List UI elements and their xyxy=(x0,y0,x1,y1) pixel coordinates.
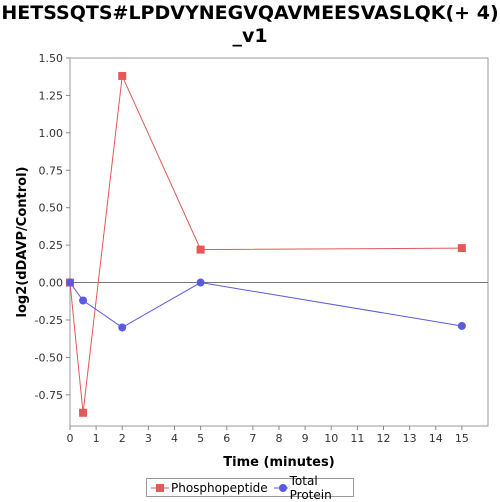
x-tick-label: 13 xyxy=(403,432,417,445)
data-point-total-protein xyxy=(457,321,466,330)
y-tick-label: 1.25 xyxy=(39,89,64,102)
data-point-total-protein xyxy=(66,278,74,287)
x-tick-label: 8 xyxy=(276,432,283,445)
data-point-phosphopeptide xyxy=(79,408,88,417)
x-tick-label: 6 xyxy=(223,432,230,445)
x-axis: 0 1 2 3 4 5 6 7 8 9 10 11 12 13 14 15 xyxy=(67,426,469,445)
legend-label-phosphopeptide: Phosphopeptide xyxy=(171,480,268,495)
chart-title-line-2: _v1 xyxy=(232,25,268,47)
x-tick-label: 3 xyxy=(145,432,152,445)
y-tick-label: 0.00 xyxy=(39,277,64,290)
data-point-total-protein xyxy=(196,278,205,287)
x-tick-label: 2 xyxy=(119,432,126,445)
y-tick-label: -0.75 xyxy=(35,389,63,402)
data-point-total-protein xyxy=(118,323,127,332)
legend-item-total-protein: Total Protein xyxy=(273,473,347,502)
y-tick-label: 0.50 xyxy=(39,202,64,215)
legend-label-total-protein: Total Protein xyxy=(289,473,332,502)
x-tick-label: 14 xyxy=(429,432,443,445)
plot-area xyxy=(69,57,489,427)
y-axis-label: log2(dDAVP/Control) xyxy=(15,167,30,318)
x-tick-label: 1 xyxy=(93,432,100,445)
legend: Phosphopeptide Total Protein xyxy=(146,474,354,502)
y-tick-label: 0.25 xyxy=(39,239,64,252)
x-tick-label: 10 xyxy=(324,432,338,445)
x-axis-label: Time (minutes) xyxy=(223,455,334,470)
y-tick-label: 1.00 xyxy=(39,127,64,140)
chart-title-line-1: HETSSQTS#LPDVYNEGVQAVMEESVASLQK(+ 4) xyxy=(1,2,499,24)
data-point-phosphopeptide xyxy=(457,244,466,253)
legend-item-phosphopeptide: Phosphopeptide xyxy=(151,481,268,495)
data-point-phosphopeptide xyxy=(118,71,127,80)
y-axis: -0.75 -0.50 -0.25 0.00 0.25 0.50 0.75 1.00 1.25 1… xyxy=(35,52,70,402)
legend-swatch-square-icon xyxy=(151,483,169,492)
x-tick-label: 5 xyxy=(197,432,204,445)
x-tick-label: 7 xyxy=(249,432,256,445)
data-point-total-protein xyxy=(79,296,88,305)
x-tick-label: 9 xyxy=(302,432,309,445)
y-tick-label: 1.50 xyxy=(39,52,64,65)
x-tick-label: 11 xyxy=(350,432,364,445)
legend-swatch-circle-icon xyxy=(273,483,288,492)
x-tick-label: 12 xyxy=(377,432,391,445)
x-tick-label: 15 xyxy=(455,432,469,445)
y-tick-label: 0.75 xyxy=(39,164,64,177)
x-tick-label: 4 xyxy=(171,432,178,445)
data-point-phosphopeptide xyxy=(196,245,205,254)
chart-title: HETSSQTS#LPDVYNEGVQAVMEESVASLQK(+ 4) _v1 xyxy=(0,2,500,48)
y-tick-label: -0.50 xyxy=(35,351,63,364)
series-group xyxy=(66,71,466,417)
y-tick-label: -0.25 xyxy=(35,314,63,327)
x-tick-label: 0 xyxy=(67,432,74,445)
